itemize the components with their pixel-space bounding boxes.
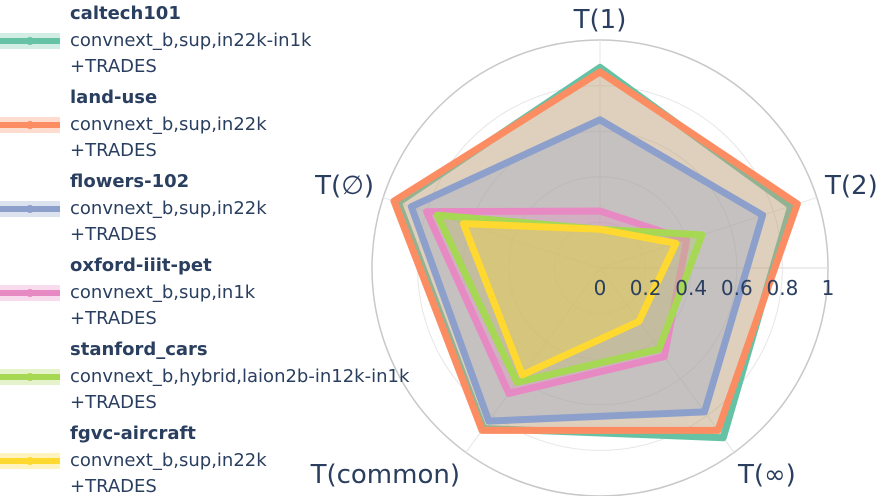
legend-series-name: land-use: [70, 87, 158, 108]
legend-item[interactable]: oxford-iiit-pet convnext_b,sup,in1k +TRADE…: [0, 252, 470, 334]
legend-series-method: +TRADES: [70, 56, 157, 77]
radial-tick-label: 0: [594, 276, 607, 300]
angular-axis-label: T(common): [310, 460, 460, 490]
legend-series-model: convnext_b,sup,in22k: [70, 450, 267, 471]
legend-series-name: flowers-102: [70, 171, 190, 192]
series-layer: [390, 63, 801, 442]
legend-series-model: convnext_b,sup,in22k-in1k: [70, 30, 312, 51]
grid-spoke: [599, 267, 735, 453]
angular-axis-label: T(2): [824, 171, 878, 201]
legend-series-name: caltech101: [70, 3, 181, 24]
grid-spoke: [599, 197, 817, 269]
legend-series-name: fgvc-aircraft: [70, 423, 196, 444]
legend-series-method: +TRADES: [70, 476, 157, 497]
legend-swatch: [0, 201, 60, 217]
legend-series-model: convnext_b,sup,in22k: [70, 198, 267, 219]
legend-series-method: +TRADES: [70, 308, 157, 329]
legend-swatch: [0, 453, 60, 469]
angular-axis-label: T(∅): [314, 171, 374, 201]
legend-swatch: [0, 285, 60, 301]
legend-item[interactable]: stanford_cars convnext_b,hybrid,laion2b-i…: [0, 336, 470, 418]
legend-swatch: [0, 117, 60, 133]
radial-tick-label: 0.4: [675, 276, 707, 300]
grid-spoke: [383, 197, 601, 269]
legend-series-name: oxford-iiit-pet: [70, 255, 212, 276]
radial-tick-label: 1: [822, 276, 835, 300]
radial-tick-label: 0.8: [766, 276, 798, 300]
legend-item[interactable]: caltech101 convnext_b,sup,in22k-in1k +TRAD…: [0, 0, 470, 82]
legend-series-method: +TRADES: [70, 392, 157, 413]
legend-swatch: [0, 369, 60, 385]
legend-series-model: convnext_b,hybrid,laion2b-in12k-in1k: [70, 366, 410, 387]
legend-item[interactable]: land-use convnext_b,sup,in22k +TRADES: [0, 84, 470, 166]
legend-item[interactable]: flowers-102 convnext_b,sup,in22k +TRADES: [0, 168, 470, 250]
series-polygon-fgvc-aircraft: [459, 220, 680, 379]
legend-item[interactable]: fgvc-aircraft convnext_b,sup,in22k +TRADES: [0, 420, 470, 502]
legend-series-name: stanford_cars: [70, 339, 208, 360]
angular-axis-label: T(1): [573, 5, 627, 35]
legend-series-model: convnext_b,sup,in22k: [70, 114, 267, 135]
series-polygon-stanford_cars: [433, 211, 706, 386]
radial-tick-label: 0.6: [721, 276, 753, 300]
angular-axis-label: T(∞): [737, 460, 796, 490]
radial-tick-label: 0.2: [630, 276, 662, 300]
label-layer: 0 0.2 0.4 0.6 0.8 1 T(1) T(2) T(∞) T(common) T(∅): [310, 5, 878, 490]
legend-series-model: convnext_b,sup,in1k: [70, 282, 256, 303]
legend-swatch: [0, 33, 60, 49]
legend-series-method: +TRADES: [70, 224, 157, 245]
legend-series-method: +TRADES: [70, 140, 157, 161]
